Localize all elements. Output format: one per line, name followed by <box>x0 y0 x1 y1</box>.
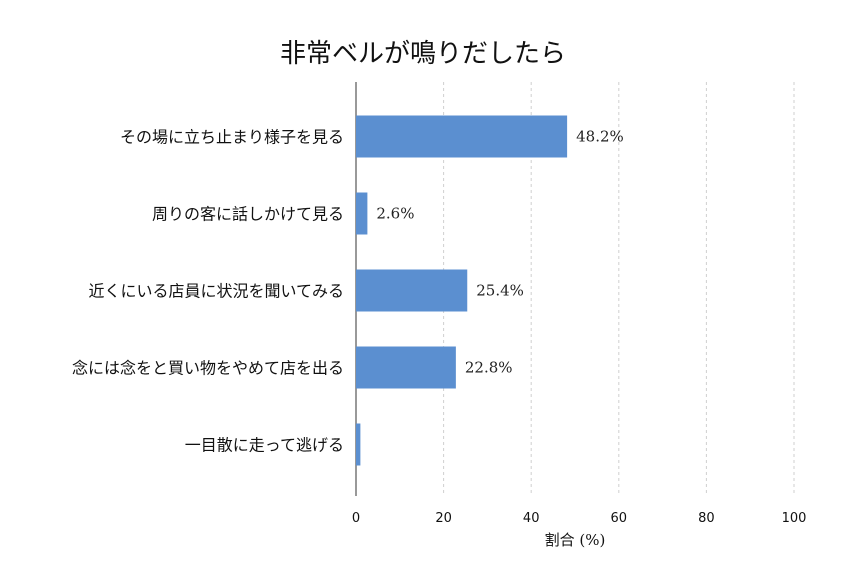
x-tick-label: 100 <box>782 511 807 526</box>
category-label: その場に立ち止まり様子を見る <box>120 128 344 147</box>
category-label: 周りの客に話しかけて見る <box>152 205 344 224</box>
x-tick-label: 20 <box>435 511 452 526</box>
category-label: 近くにいる店員に状況を聞いてみる <box>88 282 344 301</box>
chart-title: 非常ベルが鳴りだしたら <box>280 39 566 69</box>
category-labels: その場に立ち止まり様子を見る周りの客に話しかけて見る近くにいる店員に状況を聞いて… <box>72 128 344 455</box>
bar <box>356 269 468 312</box>
bar <box>356 192 368 235</box>
x-tick-label: 0 <box>352 511 360 526</box>
x-tick-label: 40 <box>523 511 540 526</box>
x-tick-label: 60 <box>611 511 628 526</box>
bar <box>356 115 568 158</box>
bar <box>356 346 456 389</box>
category-label: 念には念をと買い物をやめて店を出る <box>72 359 344 378</box>
bars <box>356 115 568 466</box>
data-label: 2.6% <box>376 205 414 223</box>
data-label: 25.4% <box>476 282 524 300</box>
category-label: 一目散に走って逃げる <box>185 436 344 455</box>
x-axis-label: 割合 (%) <box>545 531 606 549</box>
data-labels: 48.2% 2.6% 25.4% 22.8% <box>376 128 623 377</box>
x-tick-label: 80 <box>698 511 715 526</box>
x-tick-labels: 0 20 40 60 80 100 <box>352 511 807 526</box>
data-label: 22.8% <box>465 359 513 377</box>
bar <box>356 423 361 466</box>
data-label: 48.2% <box>576 128 624 146</box>
